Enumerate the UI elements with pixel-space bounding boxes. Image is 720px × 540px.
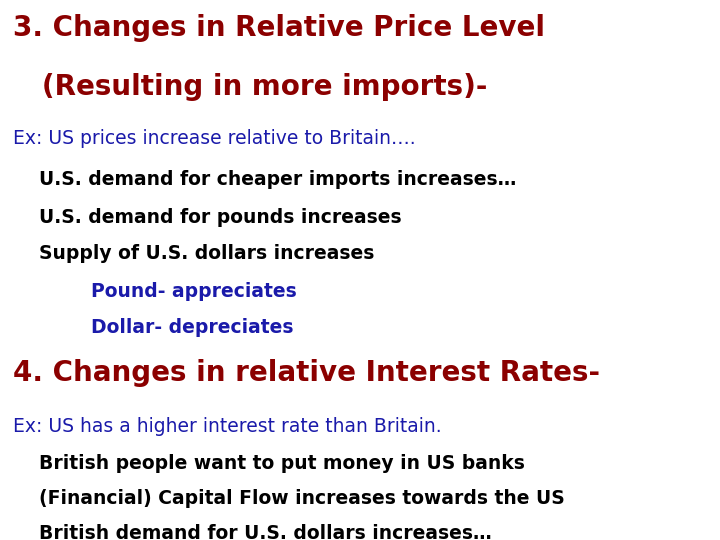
Text: (Financial) Capital Flow increases towards the US: (Financial) Capital Flow increases towar… (13, 489, 564, 508)
Text: 4. Changes in relative Interest Rates-: 4. Changes in relative Interest Rates- (13, 359, 600, 387)
Text: Supply of U.S. dollars increases: Supply of U.S. dollars increases (13, 244, 374, 263)
Text: U.S. demand for cheaper imports increases…: U.S. demand for cheaper imports increase… (13, 170, 516, 189)
Text: Dollar- depreciates: Dollar- depreciates (13, 318, 294, 336)
Text: British people want to put money in US banks: British people want to put money in US b… (13, 454, 525, 472)
Text: U.S. demand for pounds increases: U.S. demand for pounds increases (13, 208, 402, 227)
Text: 3. Changes in Relative Price Level: 3. Changes in Relative Price Level (13, 14, 545, 42)
Text: British demand for U.S. dollars increases…: British demand for U.S. dollars increase… (13, 524, 492, 540)
Text: (Resulting in more imports)-: (Resulting in more imports)- (13, 73, 487, 101)
Text: Ex: US prices increase relative to Britain….: Ex: US prices increase relative to Brita… (13, 129, 415, 147)
Text: Pound- appreciates: Pound- appreciates (13, 282, 297, 301)
Text: Ex: US has a higher interest rate than Britain.: Ex: US has a higher interest rate than B… (13, 417, 441, 436)
